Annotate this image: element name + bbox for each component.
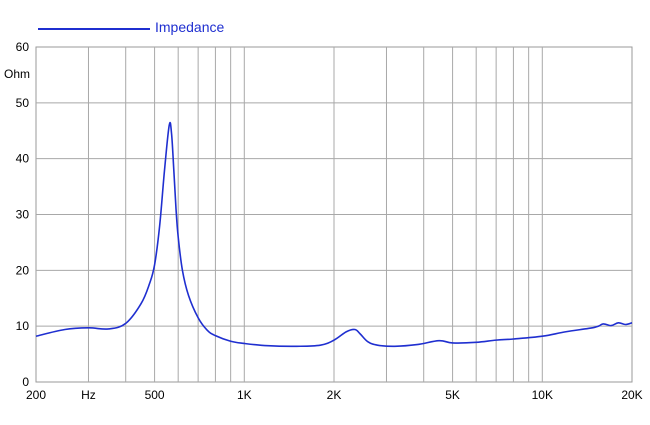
impedance-series-line <box>35 121 633 348</box>
y-tick-label: 20 <box>16 263 30 277</box>
y-tick-label: 40 <box>16 152 30 166</box>
grid-lines <box>36 47 632 382</box>
legend-swatch <box>38 28 150 30</box>
x-tick-label: 5K <box>445 388 460 402</box>
legend-label: Impedance <box>155 19 225 35</box>
x-tick-label: Hz <box>81 388 96 402</box>
y-tick-label: 0 <box>22 375 29 389</box>
y-tick-label: 10 <box>16 319 30 333</box>
x-tick-label: 2K <box>327 388 342 402</box>
x-tick-label: 10K <box>532 388 553 402</box>
y-axis-unit: Ohm <box>4 67 30 81</box>
y-tick-labels: 0 10 20 30 40 50 60 <box>16 40 30 389</box>
y-tick-label: 50 <box>16 96 30 110</box>
x-tick-labels: 200 Hz 500 1K 2K 5K 10K 20K <box>26 388 643 402</box>
y-tick-label: 30 <box>16 208 30 222</box>
x-tick-label: 200 <box>26 388 46 402</box>
y-tick-label: 60 <box>16 40 30 54</box>
x-tick-label: 1K <box>237 388 252 402</box>
x-tick-label: 20K <box>621 388 642 402</box>
x-tick-label: 500 <box>145 388 165 402</box>
